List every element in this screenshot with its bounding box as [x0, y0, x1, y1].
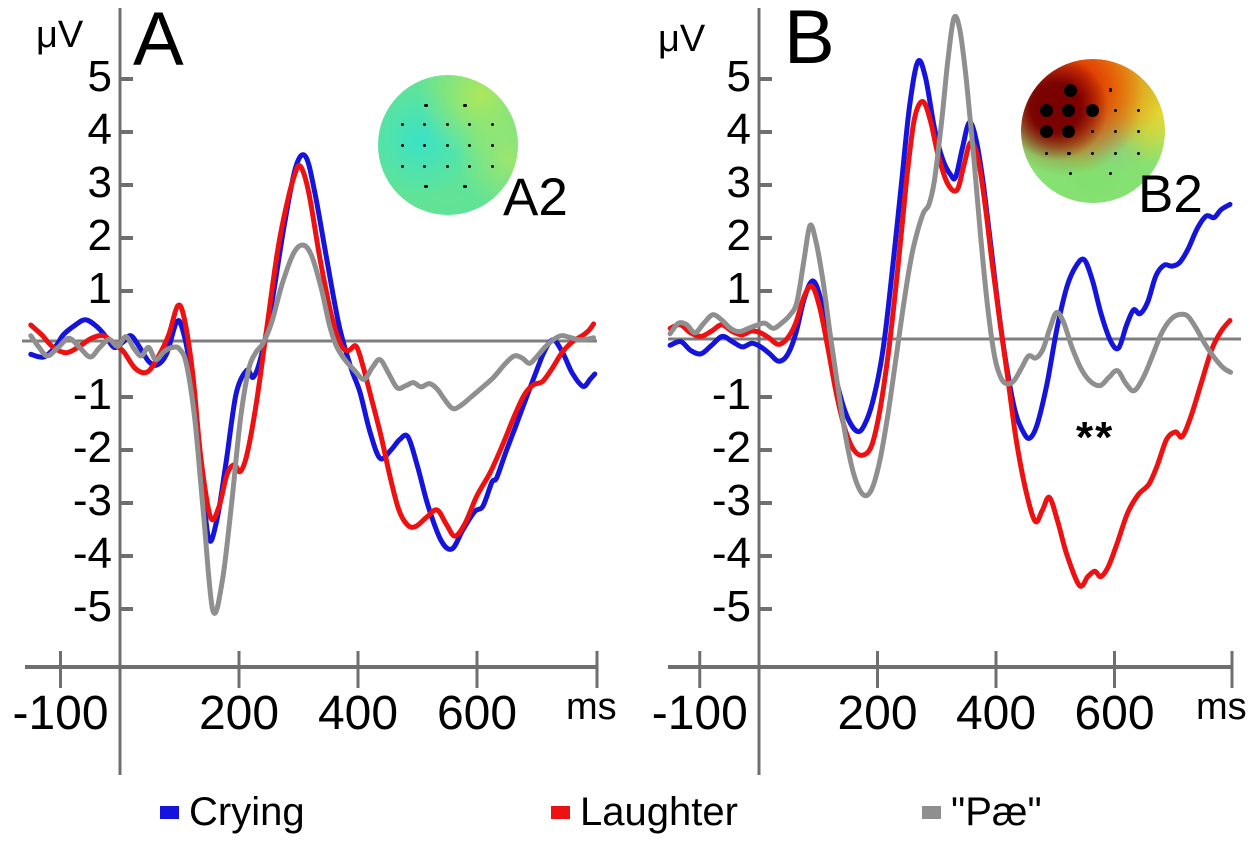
panel-a-label: A [133, 0, 184, 82]
legend-item-laughter: Laughter [551, 792, 738, 832]
electrode-dot [1090, 130, 1094, 134]
panel-b-y-tick-label: -4 [711, 529, 751, 578]
panel-a-x-axis-unit: ms [566, 686, 617, 728]
electrode-dot [401, 144, 405, 148]
panel-a-y-tick-label: -2 [72, 423, 112, 472]
legend-label: Crying [189, 790, 305, 834]
electrode-dot [467, 123, 471, 127]
panel-b-topomap-label: B2 [1138, 165, 1203, 224]
electrode-dot [1113, 108, 1117, 112]
legend-label: Laughter [580, 790, 738, 834]
panel-a-x-tick-label: 400 [317, 687, 399, 740]
electrode-dot [490, 164, 494, 168]
electrode-dot [424, 103, 428, 107]
panel-b-y-tick-label: -3 [711, 476, 751, 525]
electrode-dot [1136, 151, 1141, 155]
electrode-dot [1108, 172, 1113, 176]
panel-a-x-tick-label: -100 [12, 687, 109, 740]
electrode-dot [423, 144, 427, 148]
panel-b-curve-crying [667, 58, 1233, 441]
electrode-dot-significant [1085, 103, 1099, 117]
electrode-dot [445, 164, 449, 168]
electrode-dot-significant [1039, 125, 1053, 139]
panel-b-y-tick-label: -5 [711, 582, 751, 631]
panel-a-y-tick-label: 3 [87, 158, 112, 207]
panel-a-curve-crying [28, 152, 598, 552]
electrode-dot [463, 103, 467, 107]
panel-b-x-tick-label: 200 [837, 687, 918, 740]
electrode-dot [445, 123, 449, 127]
panel-b-x-tick-label: -100 [651, 687, 748, 740]
panel-b-y-tick-label: 2 [726, 211, 751, 260]
panel-a-topomap [378, 75, 518, 215]
panel-a-y-tick-label: -4 [72, 529, 112, 578]
legend-swatch-crying [160, 805, 179, 819]
legend-item-crying: Crying [160, 792, 305, 832]
panel-a-curve-laughter [28, 163, 597, 539]
panel-a-y-tick-label: 1 [87, 264, 112, 313]
panel-b-curve-pae [667, 13, 1234, 499]
panel-a-x-tick-label: 600 [436, 687, 518, 740]
electrode-dot-significant [1062, 125, 1076, 139]
panel-b-y-tick-label: 3 [726, 158, 751, 207]
electrode-dot [1067, 151, 1071, 155]
legend-swatch-laughter [551, 805, 570, 819]
electrode-dot-significant [1063, 83, 1077, 97]
panel-b-label: B [784, 0, 835, 80]
panel-a-y-tick-label: 2 [87, 211, 112, 260]
electrode-dot [467, 144, 471, 148]
electrode-dot [424, 184, 428, 189]
panel-b-y-tick-label: 4 [726, 105, 751, 154]
legend-swatch-pae [922, 805, 941, 819]
panel-b-y-tick-label: -2 [711, 423, 751, 472]
electrode-dot [401, 123, 405, 127]
panel-b-y-tick-label: 5 [726, 52, 751, 101]
electrode-dot [401, 164, 405, 168]
legend-item-pae: "Pæ" [922, 792, 1042, 832]
panel-b-curve-laughter [667, 98, 1233, 589]
electrode-dot [490, 123, 494, 127]
panel-a-curve-pae [28, 242, 597, 616]
electrode-dot [1090, 151, 1094, 155]
electrode-dot [1113, 151, 1117, 155]
significance-marker: ** [1076, 413, 1115, 462]
electrode-dot [1108, 88, 1113, 92]
electrode-dot-significant [1039, 103, 1053, 117]
electrode-dot [463, 184, 467, 189]
panel-a-y-tick-label: -5 [72, 582, 112, 631]
electrode-dot [1113, 130, 1117, 134]
panel-b-y-tick-label: -1 [711, 370, 751, 419]
electrode-dot [445, 144, 449, 148]
electrode-dot [490, 144, 494, 148]
electrode-dot [423, 123, 427, 127]
panel-a-y-tick-label: 4 [87, 105, 112, 154]
panel-a-y-tick-label: -1 [72, 370, 112, 419]
electrode-dot [1136, 130, 1141, 134]
electrode-dot [1044, 151, 1048, 155]
panel-b-x-tick-label: 400 [955, 687, 1037, 740]
panel-b-y-axis-unit: μV [658, 18, 706, 60]
electrode-dot-significant [1062, 103, 1076, 117]
panel-b-x-tick-label: 600 [1074, 687, 1155, 740]
panel-b-x-axis-unit: ms [1196, 686, 1247, 728]
electrode-dot [1136, 108, 1141, 112]
electrode-dot [1068, 172, 1072, 176]
panel-a-topomap-label: A2 [503, 168, 568, 227]
panel-a-x-tick-label: 200 [198, 687, 280, 740]
panel-a-y-tick-label: 5 [87, 52, 112, 101]
panel-b-topomap [1021, 59, 1165, 203]
legend-label: "Pæ" [951, 790, 1042, 834]
electrode-dot [467, 164, 471, 168]
panel-a-y-tick-label: -3 [72, 476, 112, 525]
panel-a-y-axis-unit: μV [36, 14, 84, 56]
panel-b-y-tick-label: 1 [726, 264, 751, 313]
electrode-dot [423, 164, 427, 168]
